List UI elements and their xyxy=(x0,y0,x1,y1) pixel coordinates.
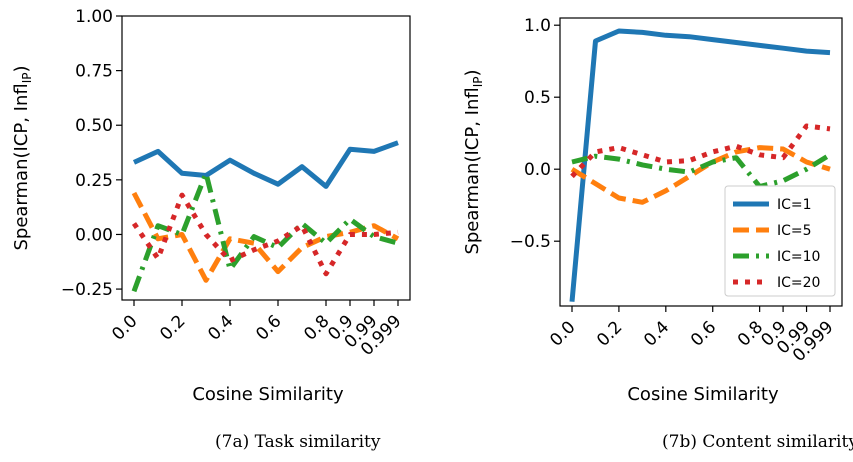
series-line-ic-1 xyxy=(132,140,399,189)
x-tick-label: 0.0 xyxy=(546,317,579,350)
y-axis-label: Spearman(ICP, InflIP) xyxy=(462,69,485,254)
y-tick-label: −0.25 xyxy=(61,280,113,300)
legend-label: IC=20 xyxy=(777,275,820,291)
y-tick-label: 0.75 xyxy=(75,62,113,82)
series-line-ic-10 xyxy=(131,170,399,293)
y-tick-label: 0.50 xyxy=(75,116,113,136)
series-line-ic-5 xyxy=(131,191,400,283)
y-axis-label: Spearman(ICP, InflIP) xyxy=(11,65,34,250)
y-tick-label: 0.25 xyxy=(75,171,113,191)
y-tick-label: 0.5 xyxy=(524,88,551,108)
legend-label: IC=10 xyxy=(777,249,820,265)
legend-box xyxy=(724,185,836,297)
y-tick-label: 0.00 xyxy=(75,225,113,245)
x-tick-label: 0.4 xyxy=(204,311,237,344)
chart-caption: (7a) Task similarity xyxy=(215,432,381,452)
x-axis-label: Cosine Similarity xyxy=(192,384,344,405)
legend-label: IC=1 xyxy=(777,197,812,213)
y-tick-label: 1.00 xyxy=(75,7,113,27)
y-tick-label: 1.0 xyxy=(524,16,551,36)
x-tick-label: 0.6 xyxy=(252,311,285,344)
x-axis-label: Cosine Similarity xyxy=(627,384,779,405)
series-line-ic-20 xyxy=(131,192,399,277)
legend-label: IC=5 xyxy=(777,223,812,239)
y-tick-label: 0.0 xyxy=(524,160,551,180)
x-tick-label: 0.2 xyxy=(156,311,189,344)
x-tick-label: 0.0 xyxy=(108,311,141,344)
series-line-ic-1 xyxy=(569,28,831,302)
x-tick-label: 0.6 xyxy=(687,317,720,350)
plot-frame xyxy=(121,15,411,301)
chart-2: 1.00.50.0−0.50.0 0.2 0.4 0.6 0.80.90.990.999… xyxy=(462,16,853,452)
x-tick-label: 0.4 xyxy=(640,317,673,350)
series-line-ic-10 xyxy=(571,152,832,189)
y-tick-label: −0.5 xyxy=(510,232,551,252)
chart-caption: (7b) Content similarity xyxy=(662,432,853,452)
plot-frame xyxy=(559,17,843,307)
x-tick-label: 0.2 xyxy=(593,317,626,350)
series-line-ic-5 xyxy=(570,145,831,205)
chart-1: 1.000.750.500.250.00−0.250.0 0.2 0.4 0.6 0.8… xyxy=(11,7,411,452)
